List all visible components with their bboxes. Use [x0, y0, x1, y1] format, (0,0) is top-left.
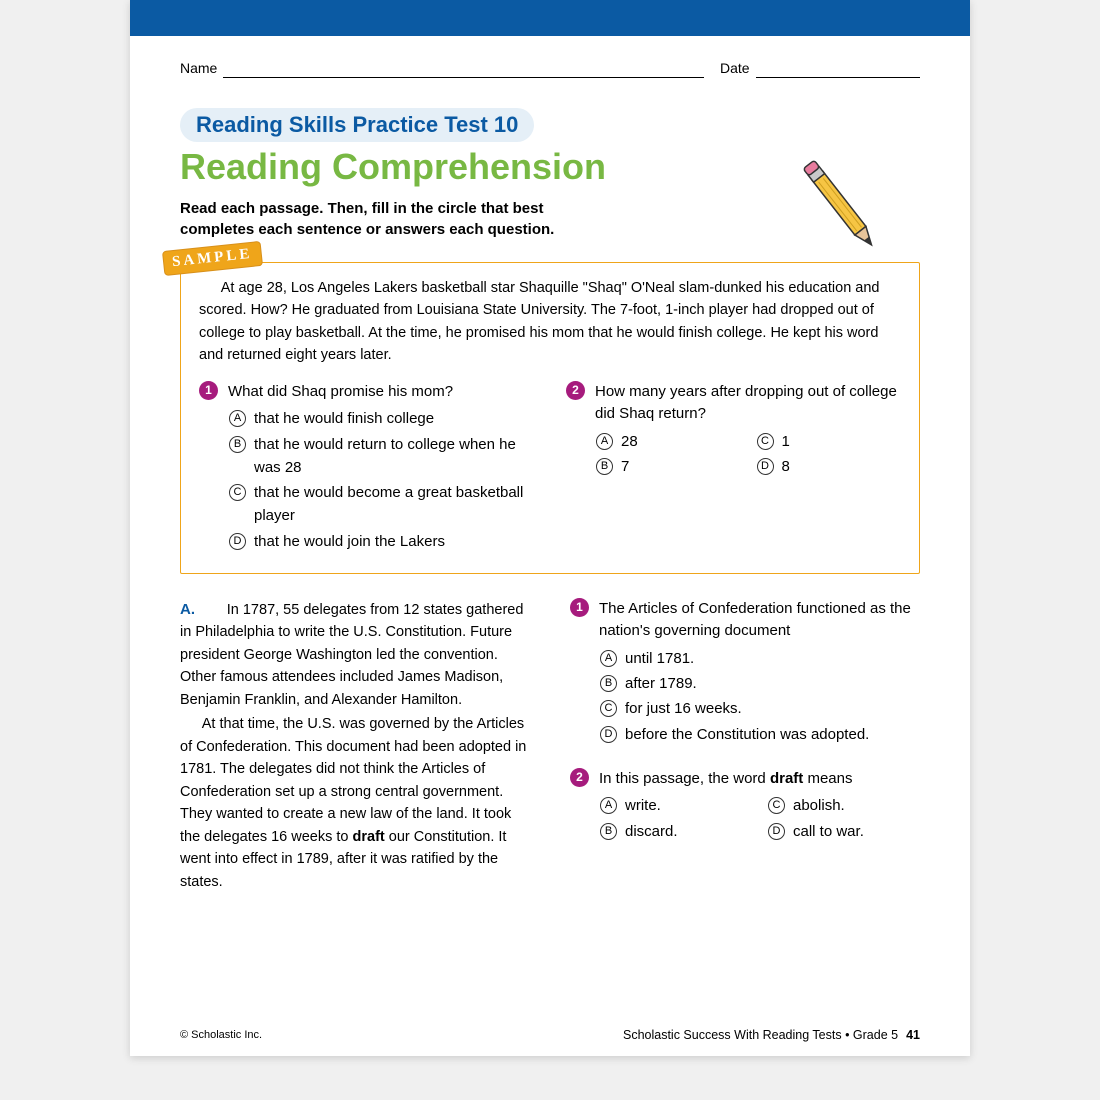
sample-passage: At age 28, Los Angeles Lakers basketball…: [199, 277, 901, 367]
name-label: Name: [180, 60, 217, 78]
pencil-icon: [800, 146, 890, 276]
option-letter: C: [768, 797, 785, 814]
question-number: 1: [570, 598, 589, 617]
worksheet-page: Name Date Reading Skills Practice Test 1…: [130, 0, 970, 1056]
date-label: Date: [720, 60, 750, 78]
question-text: What did Shaq promise his mom?: [228, 381, 453, 404]
option[interactable]: Cabolish.: [768, 794, 920, 817]
top-blue-bar: [130, 0, 970, 36]
option-text: for just 16 weeks.: [625, 697, 742, 720]
option[interactable]: D8: [757, 455, 902, 478]
option[interactable]: Bdiscard.: [600, 820, 752, 843]
option[interactable]: Bafter 1789.: [600, 672, 920, 695]
option[interactable]: Dbefore the Constitution was adopted.: [600, 723, 920, 746]
copyright: © Scholastic Inc.: [180, 1029, 262, 1041]
option-letter: D: [768, 823, 785, 840]
sample-tag: SAMPLE: [162, 241, 263, 276]
option-text: 7: [621, 455, 629, 478]
option[interactable]: Cthat he would become a great basketball…: [229, 481, 534, 528]
option-text: 1: [782, 430, 790, 453]
option-letter: C: [757, 433, 774, 450]
question-number: 2: [566, 381, 585, 400]
option[interactable]: Auntil 1781.: [600, 647, 920, 670]
option[interactable]: Awrite.: [600, 794, 752, 817]
question-number: 2: [570, 768, 589, 787]
option[interactable]: Cfor just 16 weeks.: [600, 697, 920, 720]
option-letter: B: [596, 458, 613, 475]
option-letter: D: [229, 533, 246, 550]
option[interactable]: C1: [757, 430, 902, 453]
option-letter: A: [229, 410, 246, 427]
option-text: abolish.: [793, 794, 845, 817]
sample-q2: 2 How many years after dropping out of c…: [566, 381, 901, 555]
option-letter: C: [229, 484, 246, 501]
option-text: that he would return to college when he …: [254, 433, 534, 480]
option-text: discard.: [625, 820, 678, 843]
section-a-q2: 2 In this passage, the word draft means …: [570, 768, 920, 845]
option-text: 8: [782, 455, 790, 478]
sample-q1: 1 What did Shaq promise his mom? Athat h…: [199, 381, 534, 555]
option-text: before the Constitution was adopted.: [625, 723, 869, 746]
option-letter: A: [596, 433, 613, 450]
page-number: 41: [906, 1028, 920, 1042]
option[interactable]: Athat he would finish college: [229, 407, 534, 430]
sample-box: SAMPLE At age 28, Los Angeles Lakers bas…: [180, 262, 920, 574]
option-text: write.: [625, 794, 661, 817]
question-text: The Articles of Confederation functioned…: [599, 598, 920, 643]
option-letter: A: [600, 650, 617, 667]
book-title: Scholastic Success With Reading Tests • …: [623, 1028, 898, 1042]
option-letter: D: [757, 458, 774, 475]
option-text: that he would finish college: [254, 407, 434, 430]
option-letter: A: [600, 797, 617, 814]
name-line[interactable]: [223, 60, 704, 78]
option[interactable]: Dcall to war.: [768, 820, 920, 843]
test-title-pill: Reading Skills Practice Test 10: [180, 108, 534, 142]
passage-a-bold: draft: [353, 829, 385, 845]
option-letter: B: [229, 436, 246, 453]
section-a-q1: 1 The Articles of Confederation function…: [570, 598, 920, 746]
option[interactable]: A 28: [596, 430, 741, 453]
option-text: until 1781.: [625, 647, 694, 670]
passage-a-p2a: At that time, the U.S. was governed by t…: [180, 716, 526, 844]
option-letter: D: [600, 726, 617, 743]
option-text: call to war.: [793, 820, 864, 843]
option[interactable]: B7: [596, 455, 741, 478]
question-text: In this passage, the word draft means: [599, 768, 852, 791]
option[interactable]: Dthat he would join the Lakers: [229, 530, 534, 553]
section-label: A.: [180, 601, 195, 618]
option-text: that he would join the Lakers: [254, 530, 445, 553]
option-letter: B: [600, 675, 617, 692]
option-letter: B: [600, 823, 617, 840]
option-letter: C: [600, 700, 617, 717]
page-footer: © Scholastic Inc. Scholastic Success Wit…: [180, 1028, 920, 1042]
option[interactable]: Bthat he would return to college when he…: [229, 433, 534, 480]
passage-a-p1: In 1787, 55 delegates from 12 states gat…: [180, 602, 523, 708]
instructions: Read each passage. Then, fill in the cir…: [180, 198, 600, 240]
option-text: after 1789.: [625, 672, 697, 695]
option-text: that he would become a great basketball …: [254, 481, 534, 528]
option-text: 28: [621, 430, 638, 453]
date-line[interactable]: [756, 60, 920, 78]
name-date-row: Name Date: [180, 60, 920, 78]
question-number: 1: [199, 381, 218, 400]
question-text: How many years after dropping out of col…: [595, 381, 901, 426]
passage-a: A.In 1787, 55 delegates from 12 states g…: [180, 598, 530, 893]
